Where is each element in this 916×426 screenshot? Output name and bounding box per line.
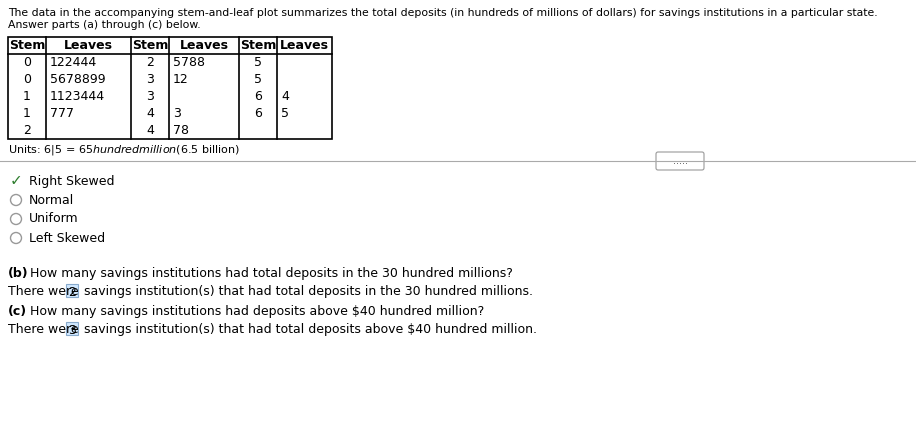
Text: 122444: 122444 — [50, 56, 97, 69]
Text: 1: 1 — [23, 107, 31, 120]
Text: 5: 5 — [281, 107, 289, 120]
Text: 4: 4 — [146, 124, 154, 137]
Text: 3: 3 — [146, 90, 154, 103]
Text: Stem: Stem — [9, 39, 45, 52]
Text: How many savings institutions had total deposits in the 30 hundred millions?: How many savings institutions had total … — [26, 267, 513, 280]
Text: (c): (c) — [8, 305, 27, 318]
Text: Uniform: Uniform — [29, 213, 79, 225]
Text: 777: 777 — [50, 107, 74, 120]
Text: savings institution(s) that had total deposits above $40 hundred million.: savings institution(s) that had total de… — [81, 323, 538, 336]
Text: 3: 3 — [146, 73, 154, 86]
Text: Normal: Normal — [29, 193, 74, 207]
Text: ✓: ✓ — [10, 173, 22, 188]
Text: 0: 0 — [23, 56, 31, 69]
Text: 1: 1 — [23, 90, 31, 103]
Text: 78: 78 — [173, 124, 189, 137]
Text: 12: 12 — [173, 73, 189, 86]
Text: 5678899: 5678899 — [50, 73, 105, 86]
Text: Answer parts (a) through (c) below.: Answer parts (a) through (c) below. — [8, 20, 201, 30]
Text: Leaves: Leaves — [280, 39, 329, 52]
Text: Right Skewed: Right Skewed — [29, 175, 114, 187]
Text: Leaves: Leaves — [180, 39, 228, 52]
Bar — [8, 37, 332, 139]
Text: 6: 6 — [254, 107, 262, 120]
Text: 2: 2 — [69, 286, 76, 299]
Text: 4: 4 — [281, 90, 289, 103]
Text: 6: 6 — [254, 90, 262, 103]
Text: How many savings institutions had deposits above $40 hundred million?: How many savings institutions had deposi… — [26, 305, 485, 318]
Text: 3: 3 — [69, 324, 76, 337]
Text: 3: 3 — [173, 107, 180, 120]
Text: 0: 0 — [23, 73, 31, 86]
Text: 5788: 5788 — [173, 56, 205, 69]
FancyBboxPatch shape — [66, 284, 78, 297]
Text: .....: ..... — [672, 156, 688, 166]
Text: There were: There were — [8, 323, 82, 336]
Text: The data in the accompanying stem-and-leaf plot summarizes the total deposits (i: The data in the accompanying stem-and-le… — [8, 8, 878, 18]
Text: Stem: Stem — [132, 39, 169, 52]
Text: 5: 5 — [254, 73, 262, 86]
Text: 4: 4 — [146, 107, 154, 120]
Text: There were: There were — [8, 285, 82, 298]
Text: Left Skewed: Left Skewed — [29, 231, 105, 245]
Text: Units: 6|5 = $65 hundred million ($6.5 billion): Units: 6|5 = $65 hundred million ($6.5 b… — [8, 143, 240, 157]
Text: savings institution(s) that had total deposits in the 30 hundred millions.: savings institution(s) that had total de… — [81, 285, 533, 298]
Text: Leaves: Leaves — [64, 39, 113, 52]
Text: (b): (b) — [8, 267, 28, 280]
Text: 2: 2 — [146, 56, 154, 69]
FancyBboxPatch shape — [66, 322, 78, 335]
Text: 1123444: 1123444 — [50, 90, 105, 103]
Text: 2: 2 — [23, 124, 31, 137]
Text: Stem: Stem — [240, 39, 277, 52]
Text: 5: 5 — [254, 56, 262, 69]
FancyBboxPatch shape — [656, 152, 704, 170]
